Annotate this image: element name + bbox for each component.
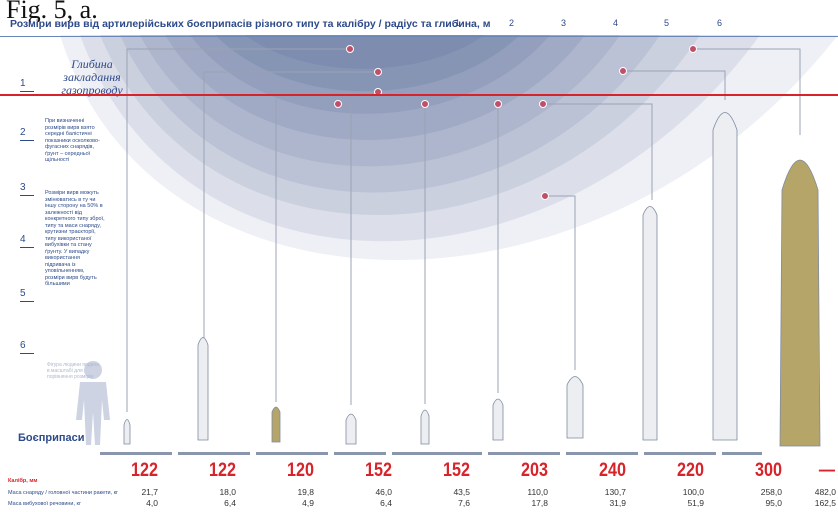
caliber-value: 152 [443, 460, 470, 481]
figure-title: Розміри вирв від артилерійських боєприпа… [10, 18, 491, 30]
top-scale-tick: 3 [561, 18, 567, 28]
explosive-value: 4,9 [302, 498, 314, 508]
caliber-value: — [818, 460, 835, 481]
mass-value: 19,8 [297, 487, 314, 497]
leader-line-3 [275, 91, 378, 402]
caliber-row-label: Калібр, мм [8, 478, 38, 484]
leader-line-7 [543, 103, 653, 200]
crater-layer-4 [120, 35, 660, 193]
human-scale-note: Фігура людини подана в масштабі для порі… [47, 362, 99, 380]
caliber-value: 300 [755, 460, 782, 481]
leader-line-9 [623, 70, 726, 100]
munition-10 [779, 159, 821, 447]
title-bar: Розміри вирв від артилерійських боєприпа… [0, 14, 838, 37]
mass-value: 43,5 [453, 487, 470, 497]
mass-value: 100,0 [682, 487, 704, 497]
munition-8 [642, 206, 658, 441]
caliber-value: 240 [599, 460, 626, 481]
mass-value: 130,7 [604, 487, 626, 497]
top-scale-tick: 4 [613, 18, 619, 28]
leader-line-2 [203, 71, 378, 340]
explosive-value: 31,9 [609, 498, 626, 508]
explosive-row-label: Маса вибухової речовини, кг [8, 501, 81, 507]
leader-line-8 [545, 195, 576, 370]
mass-value: 258,0 [760, 487, 782, 497]
munition-1 [123, 419, 131, 445]
explosive-value: 6,4 [224, 498, 236, 508]
munition-5 [420, 409, 430, 445]
mass-value: 482,0 [814, 487, 836, 497]
top-scale-tick: 5 [664, 18, 670, 28]
depth-scale-tick: 2 [20, 127, 33, 141]
munition-9 [712, 112, 738, 441]
mass-row-label: Маса снаряду / головної частини ракети, … [8, 490, 119, 496]
explosive-value: 51,9 [687, 498, 704, 508]
explosive-value: 7,6 [458, 498, 470, 508]
crater-layer-3 [100, 35, 700, 215]
leader-line-10 [693, 48, 801, 135]
crater-layer-2 [80, 35, 760, 242]
note-variation: Розміри вирв можуть змінюватись в ту чи … [45, 190, 105, 287]
depth-scale-tick: 3 [20, 182, 33, 196]
crater-layer-6 [165, 35, 585, 140]
caliber-value: 122 [209, 460, 236, 481]
leader-line-4 [338, 103, 352, 405]
munitions-heading: Боєприпаси [18, 432, 85, 444]
explosive-value: 162,5 [814, 498, 836, 508]
mass-value: 46,0 [375, 487, 392, 497]
figure-caption: Fig. 5, a. [6, 0, 98, 22]
explosive-value: 95,0 [765, 498, 782, 508]
note-ballistics: При визначенні розмірів вирв взято серед… [45, 118, 100, 163]
top-scale-tick: 6 [717, 18, 723, 28]
caliber-value: 152 [365, 460, 392, 481]
munition-figures [123, 112, 821, 447]
depth-scale-tick: 5 [20, 288, 33, 302]
depth-scale-tick: 6 [20, 340, 33, 354]
explosive-value: 17,8 [531, 498, 548, 508]
munition-4 [345, 413, 357, 445]
human-silhouette [76, 361, 110, 445]
crater-layer-1 [60, 35, 838, 261]
munition-6 [492, 398, 504, 441]
mass-value: 21,7 [141, 487, 158, 497]
crater-layer-5 [140, 35, 620, 167]
caliber-value: 220 [677, 460, 704, 481]
munition-7 [566, 376, 584, 439]
caliber-value: 122 [131, 460, 158, 481]
munition-3 [271, 406, 281, 443]
munition-2 [197, 337, 209, 441]
depth-scale-tick: 1 [20, 78, 33, 92]
pipeline-depth-line [0, 94, 838, 96]
leader-line-1 [126, 48, 350, 412]
top-scale-tick: 1 [455, 18, 461, 28]
crater-layer-9 [245, 35, 485, 69]
top-scale-tick: 2 [509, 18, 515, 28]
caliber-value: 203 [521, 460, 548, 481]
caliber-value: 120 [287, 460, 314, 481]
depth-scale-tick: 4 [20, 234, 33, 248]
pipeline-depth-label: Глибина закладання газопроводу [61, 57, 123, 97]
mass-value: 18,0 [219, 487, 236, 497]
mass-value: 110,0 [527, 487, 548, 497]
explosive-value: 6,4 [380, 498, 392, 508]
explosive-value: 4,0 [146, 498, 158, 508]
